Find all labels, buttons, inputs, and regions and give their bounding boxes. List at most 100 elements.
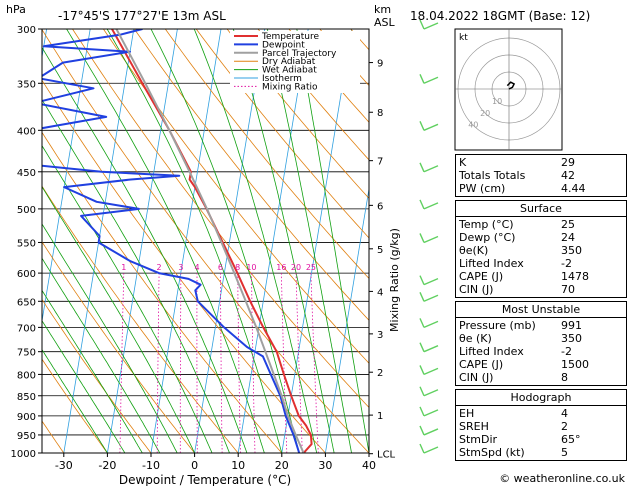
dry-adiabat (195, 29, 369, 239)
x-axis-label: Dewpoint / Temperature (°C) (119, 473, 291, 486)
surface-index-row: θe(K) 350 (459, 244, 623, 257)
mixing-ratio-label: 6 (218, 263, 223, 272)
hodograph-index-value: 4 (561, 407, 568, 420)
most-unstable-index-value: 350 (561, 332, 582, 345)
basic-indices-box: K 29 Totals Totals 42 PW (cm) 4.44 (455, 154, 627, 197)
temperature-tick-label: -20 (98, 459, 116, 472)
isotherm (325, 186, 369, 453)
mixing-ratio-label: 3 (178, 263, 183, 272)
basic-index-value: 42 (561, 169, 575, 182)
dry-adiabat (42, 358, 108, 453)
wet-adiabat (42, 223, 178, 453)
height-tick-label: 1 (377, 411, 383, 422)
wind-barb-staff (423, 294, 439, 302)
datetime-title: 18.04.2022 18GMT (Base: 12) (410, 9, 590, 23)
wind-barb (419, 121, 439, 131)
wind-barb (419, 342, 439, 353)
height-tick-label: 4 (377, 287, 383, 298)
most-unstable-index-label: CAPE (J) (459, 358, 504, 371)
wind-barb (419, 365, 439, 376)
most-unstable-title: Most Unstable (456, 303, 626, 318)
wind-barb-staff (423, 76, 439, 84)
most-unstable-index-row: Pressure (mb) 991 (459, 319, 623, 332)
wind-barb (419, 318, 439, 329)
surface-index-row: Dewp (°C) 24 (459, 231, 623, 244)
most-unstable-index-row: CIN (J) 8 (459, 371, 623, 384)
wet-adiabat (296, 29, 369, 453)
legend-entry: Dewpoint (262, 40, 305, 50)
height-tick-label: 7 (377, 157, 383, 168)
surface-index-label: Lifted Index (459, 257, 524, 270)
temperature-tick-label: 10 (231, 459, 245, 472)
isotherm (194, 29, 265, 453)
wet-adiabat (266, 29, 352, 453)
isotherm (150, 29, 222, 453)
pressure-tick-label: 900 (17, 412, 36, 423)
wet-adiabat (42, 144, 213, 453)
wind-barb-flag (419, 74, 425, 84)
wind-barb-flag (419, 386, 425, 397)
wind-barb-staff (423, 428, 439, 436)
height-tick-label: 3 (377, 330, 383, 341)
series-dewpoint (42, 29, 301, 453)
wind-barb-staff (423, 389, 439, 397)
wind-barb-staff (423, 123, 439, 131)
wind-barb-flag (419, 425, 425, 436)
basic-index-label: K (459, 156, 467, 169)
isotherm (42, 29, 91, 324)
location-title: -17°45'S 177°27'E 13m ASL (58, 9, 226, 23)
wet-adiabat (193, 29, 318, 453)
hodograph-ring-label: 40 (468, 121, 478, 130)
wet-adiabat (42, 46, 248, 453)
hodograph-index-value: 2 (561, 420, 568, 433)
wind-barb-staff (423, 22, 439, 30)
wind-barb-staff (423, 235, 439, 244)
hodograph-index-value: 5 (561, 446, 568, 459)
wind-barb-staff (423, 202, 439, 210)
most-unstable-index-value: -2 (561, 345, 572, 358)
pressure-tick-label: 700 (17, 323, 36, 334)
surface-index-row: Lifted Index -2 (459, 257, 623, 270)
pressure-tick-label: 950 (17, 431, 36, 442)
hodograph-index-row: StmDir 65° (459, 433, 623, 446)
temperature-tick-label: 30 (318, 459, 332, 472)
wind-barb-flag (419, 199, 425, 210)
pressure-tick-label: 300 (17, 25, 36, 36)
surface-index-row: CAPE (J) 1478 (459, 270, 623, 283)
most-unstable-box: Most Unstable Pressure (mb) 991 θe (K) 350 L… (455, 301, 627, 386)
wind-barb-flag (419, 365, 425, 375)
wind-barb (419, 443, 439, 454)
pressure-tick-label: 800 (17, 370, 36, 381)
wind-barb-flag (419, 406, 425, 417)
mixing-ratio-label: 2 (157, 263, 162, 272)
wet-adiabat (42, 98, 230, 453)
wet-adiabat (42, 319, 126, 453)
wind-barb (419, 162, 439, 173)
wet-adiabat (42, 348, 108, 453)
mixing-ratio-label: 16 (276, 263, 286, 272)
wind-barb (419, 386, 439, 397)
isotherm (0, 29, 3, 453)
wind-barb-flag (419, 233, 425, 243)
mixing-ratio-line (237, 273, 241, 453)
most-unstable-index-row: Lifted Index -2 (459, 345, 623, 358)
wind-barb (419, 199, 439, 210)
surface-index-label: CIN (J) (459, 283, 494, 296)
dry-adiabat (226, 29, 369, 199)
legend-entry: Temperature (261, 32, 319, 42)
surface-index-value: 350 (561, 244, 582, 257)
basic-index-label: PW (cm) (459, 182, 506, 195)
surface-index-row: Temp (°C) 25 (459, 218, 623, 231)
dry-adiabat (164, 29, 369, 280)
surface-index-label: Dewp (°C) (459, 231, 516, 244)
most-unstable-index-row: CAPE (J) 1500 (459, 358, 623, 371)
pressure-tick-label: 650 (17, 297, 36, 308)
hodograph-ring-label: 10 (492, 97, 502, 106)
pressure-unit: hPa (6, 3, 26, 16)
pressure-tick-label: 400 (17, 126, 36, 137)
hodograph-index-label: StmSpd (kt) (459, 446, 525, 459)
mixing-ratio-label: 4 (194, 263, 199, 272)
pressure-tick-label: 600 (17, 269, 36, 280)
